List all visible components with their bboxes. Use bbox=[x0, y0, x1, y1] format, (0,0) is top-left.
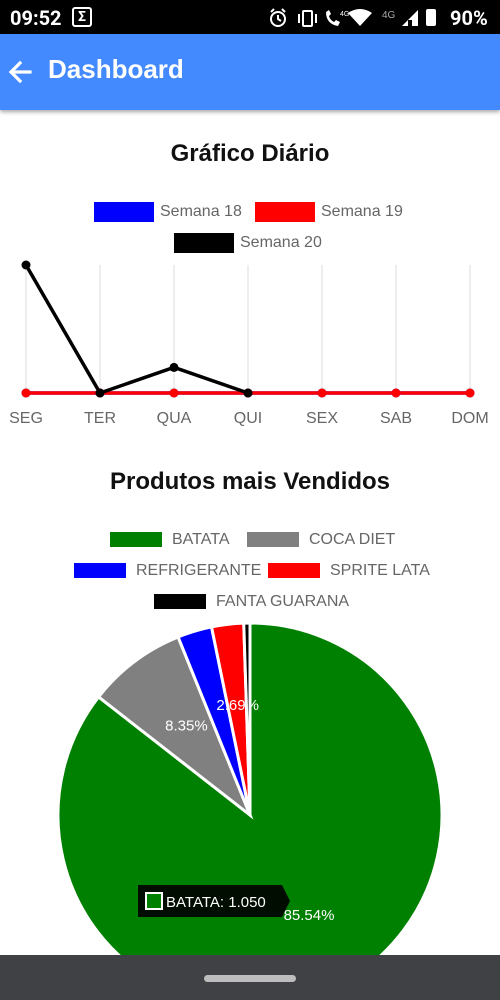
series-line bbox=[24, 264, 249, 396]
tooltip-swatch bbox=[145, 892, 163, 910]
products-pie-chart[interactable]: 85.54% 8.35% 2.69% BATATA: 1.050 bbox=[0, 620, 500, 955]
tooltip-text: BATATA: 1.050 bbox=[166, 894, 266, 911]
status-icons: 4G 4G bbox=[270, 8, 418, 27]
legend-swatch bbox=[74, 563, 126, 578]
pie-slice[interactable] bbox=[96, 635, 254, 820]
legend-swatch bbox=[247, 532, 299, 547]
legend-label: BATATA bbox=[172, 531, 230, 548]
arrow-left-icon[interactable] bbox=[6, 54, 36, 90]
home-gesture-handle[interactable] bbox=[204, 975, 296, 982]
legend-label: FANTA GUARANA bbox=[216, 593, 350, 610]
cell-signal-icon bbox=[402, 10, 418, 26]
legend-label: Semana 18 bbox=[160, 203, 242, 220]
legend-label: COCA DIET bbox=[309, 531, 396, 548]
battery-percentage: 90% bbox=[450, 6, 488, 30]
legend-swatch bbox=[268, 563, 320, 578]
slice-label: 85.54% bbox=[284, 907, 335, 924]
pie-slice[interactable] bbox=[56, 621, 444, 955]
volte-call-icon bbox=[326, 10, 340, 26]
signal-label-4g: 4G bbox=[340, 11, 349, 18]
legend-label: REFRIGERANTE bbox=[136, 562, 262, 579]
data-point[interactable] bbox=[21, 388, 31, 398]
data-point[interactable] bbox=[169, 362, 179, 372]
alarm-icon bbox=[270, 8, 286, 27]
daily-line-chart[interactable]: SEG TER QUA QUI SEX SAB DOM bbox=[0, 255, 500, 435]
products-chart-title: Produtos mais Vendidos bbox=[109, 468, 391, 495]
status-time: 09:52 bbox=[10, 6, 62, 30]
x-tick-label: QUA bbox=[157, 410, 192, 427]
x-tick-label: TER bbox=[84, 410, 116, 427]
data-point[interactable] bbox=[465, 388, 475, 398]
legend-swatch bbox=[110, 532, 162, 547]
x-tick-label: DOM bbox=[451, 410, 488, 427]
legend-label: Semana 20 bbox=[240, 234, 322, 251]
pie-slice[interactable] bbox=[242, 621, 252, 816]
wifi-icon bbox=[348, 9, 372, 26]
app-notification-icon: Σ bbox=[72, 7, 92, 27]
data-point[interactable] bbox=[391, 388, 401, 398]
data-point[interactable] bbox=[243, 388, 253, 398]
legend-swatch bbox=[255, 202, 315, 222]
x-tick-label: QUI bbox=[234, 410, 262, 427]
data-point[interactable] bbox=[95, 388, 105, 398]
x-tick-label: SEG bbox=[9, 410, 43, 427]
data-point[interactable] bbox=[169, 388, 179, 398]
legend-swatch bbox=[94, 202, 154, 222]
legend-swatch bbox=[154, 594, 206, 609]
legend-label: Semana 19 bbox=[321, 203, 403, 220]
data-point[interactable] bbox=[317, 388, 327, 398]
status-bar: 09:52 Σ 4G 4G 90% bbox=[0, 0, 500, 34]
slice-label: 2.69% bbox=[216, 697, 259, 714]
page-title: Dashboard bbox=[48, 54, 184, 84]
legend-swatch bbox=[174, 233, 234, 253]
battery-icon bbox=[426, 9, 436, 26]
slice-label: 8.35% bbox=[165, 718, 208, 735]
x-tick-label: SAB bbox=[380, 410, 412, 427]
data-point[interactable] bbox=[21, 260, 31, 270]
daily-chart-title: Gráfico Diário bbox=[170, 140, 330, 167]
system-navigation-bar bbox=[0, 955, 500, 1000]
app-bar: Dashboard bbox=[0, 34, 500, 110]
x-tick-label: SEX bbox=[306, 410, 338, 427]
vibrate-icon bbox=[298, 10, 317, 27]
pie-tooltip: BATATA: 1.050 bbox=[138, 885, 290, 917]
legend-label: SPRITE LATA bbox=[330, 562, 430, 579]
signal-label-4g-2: 4G bbox=[382, 10, 396, 21]
